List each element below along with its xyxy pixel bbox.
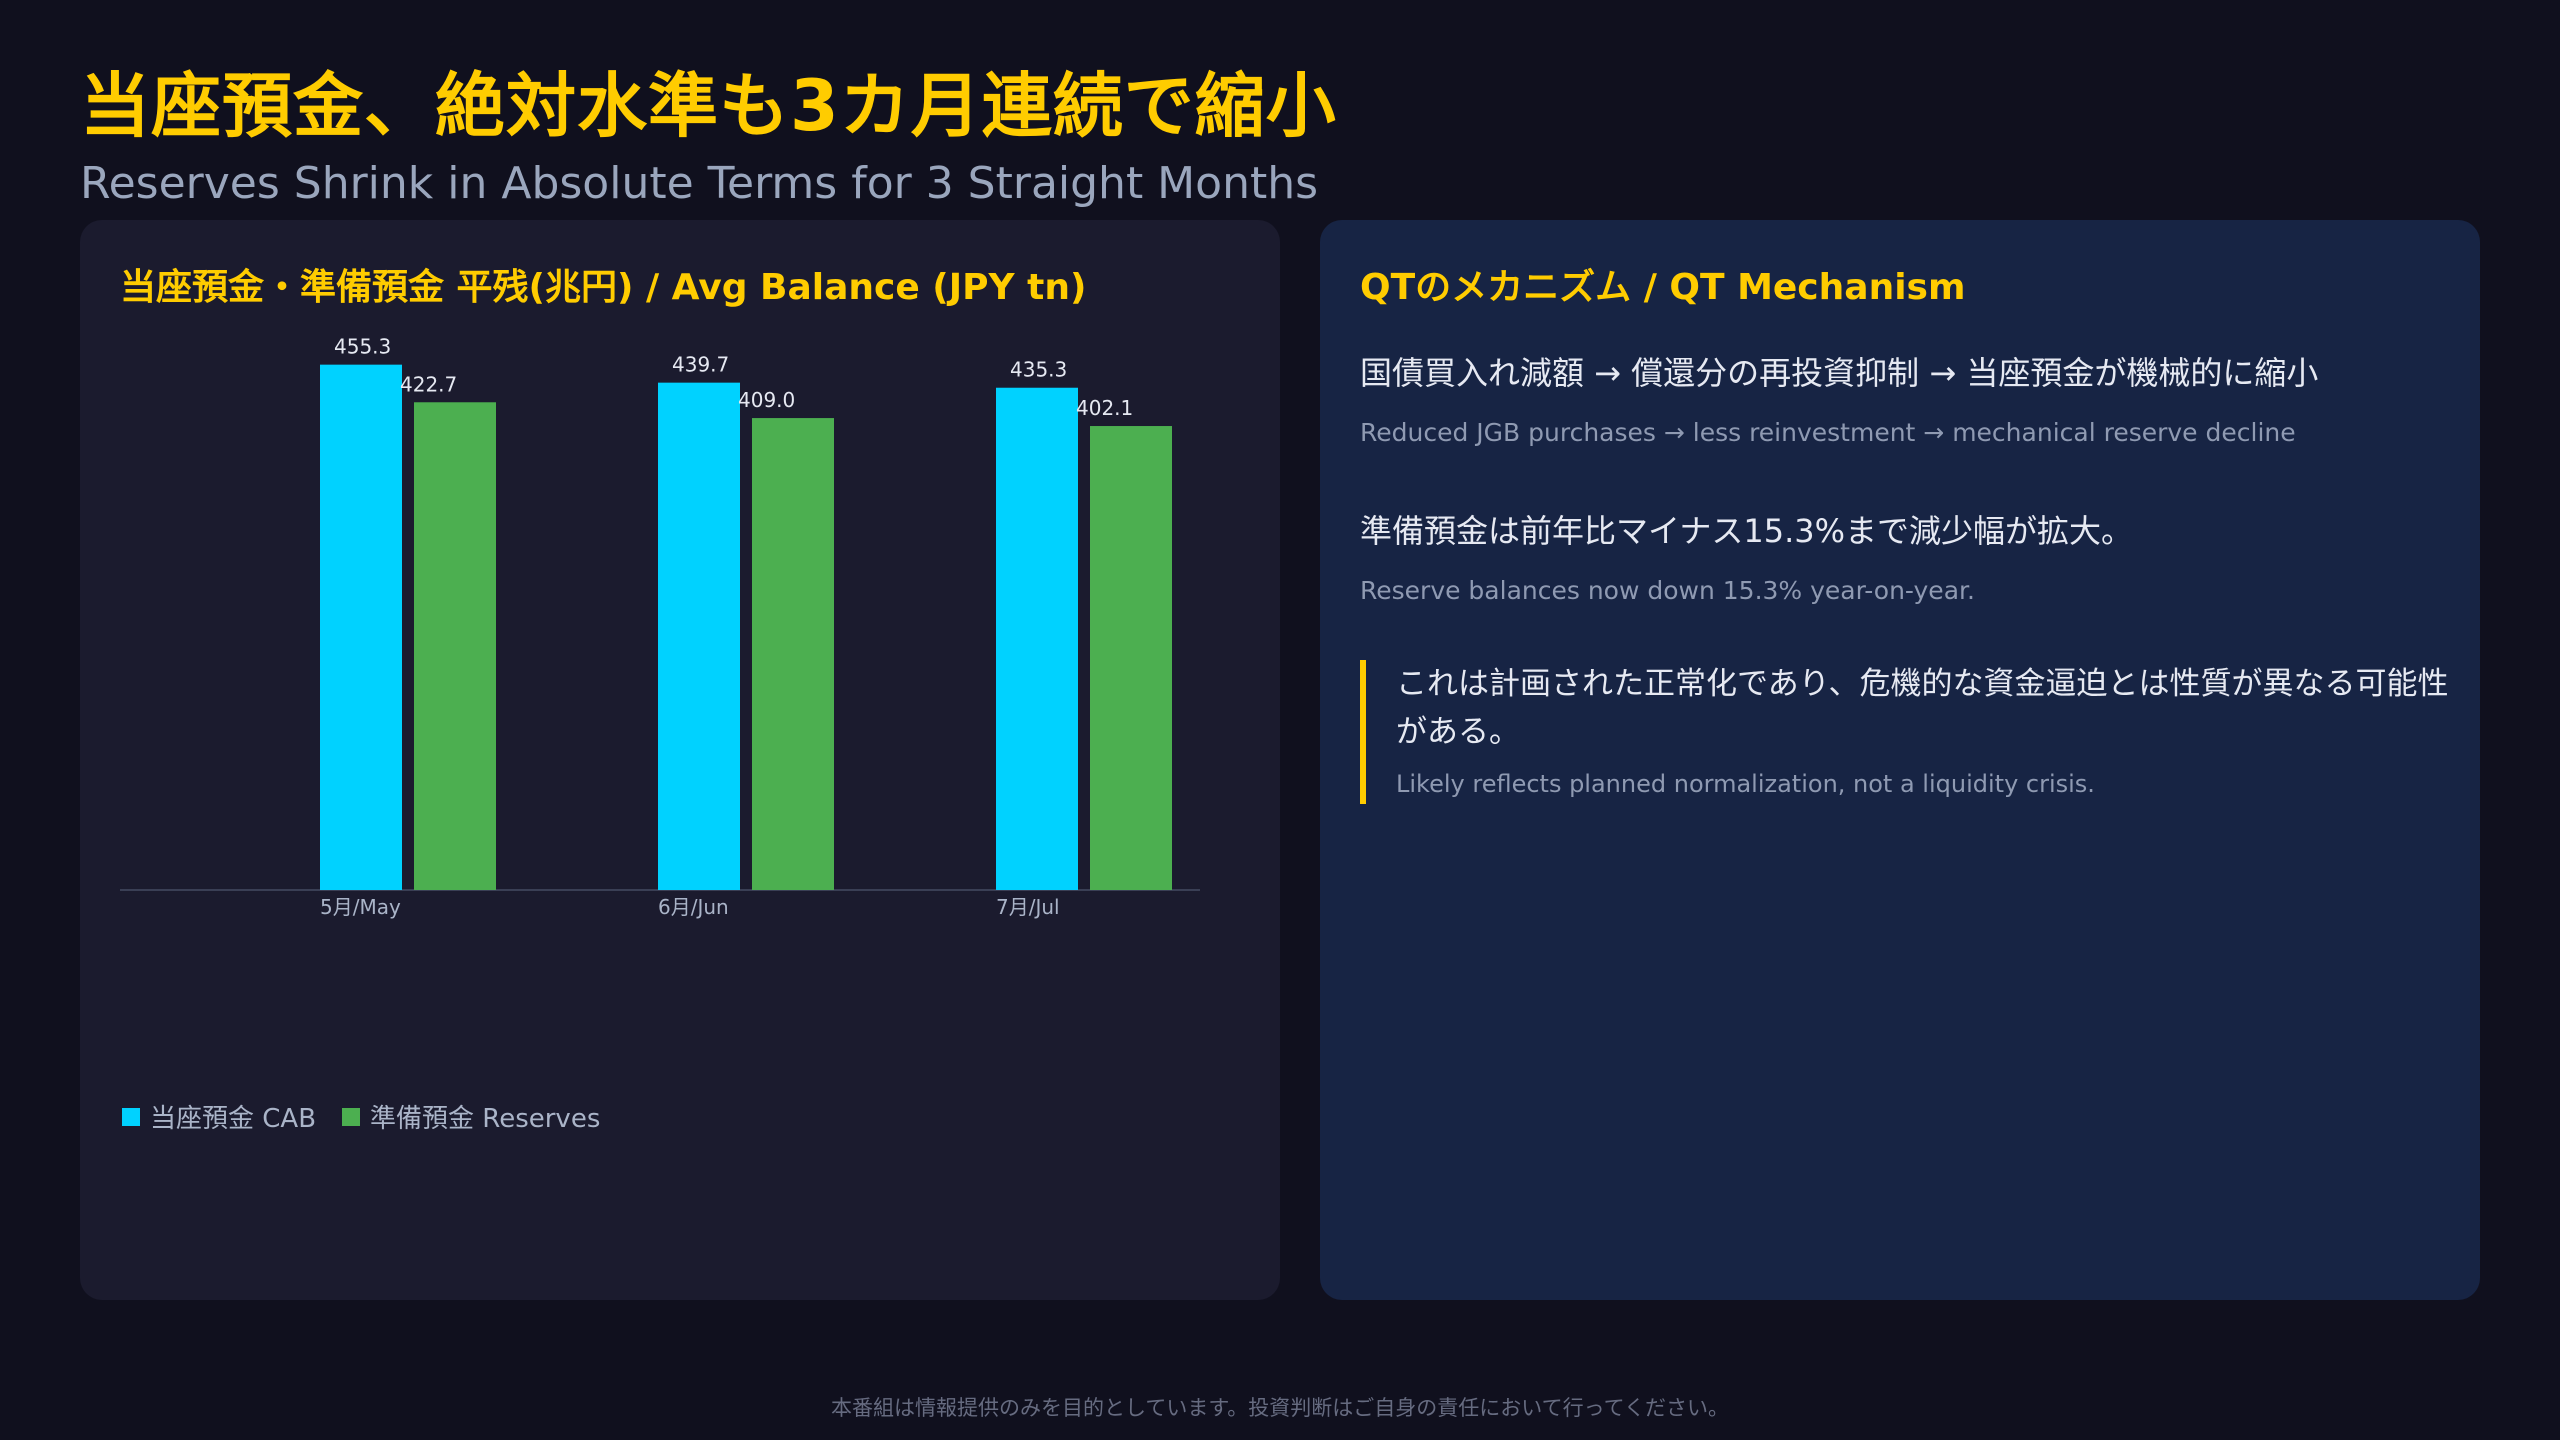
page-title: 当座預金、絶対水準も3カ月連続で縮小	[80, 65, 1337, 147]
bar-chart: 455.3 422.7 5月/May 439.7 409.0 6月/Jun 435.3 402…	[120, 335, 1200, 919]
callout-quote-en: Likely reflects planned normalization, n…	[1396, 770, 2095, 799]
data-label-cab-1: 439.7	[672, 353, 729, 377]
bar-reserves-2	[1090, 426, 1172, 890]
mechanism-title: QTのメカニズム / QT Mechanism	[1360, 267, 1966, 308]
bar-reserves-0	[414, 402, 496, 890]
x-tick-label-1: 6月/Jun	[658, 895, 729, 919]
legend-item-cab: 当座預金 CAB	[122, 1098, 316, 1135]
data-label-cab-0: 455.3	[334, 335, 391, 359]
data-label-reserves-2: 402.1	[1076, 396, 1133, 420]
callout-quote-jp: これは計画された正常化であり、危機的な資金逼迫とは性質が異なる可能性がある。	[1396, 666, 2449, 751]
mechanism-item-1: 国債買入れ減額 → 償還分の再投資抑制 → 当座預金が機械的に縮小 Reduce…	[1360, 350, 2440, 447]
mechanism-item-2-jp: 準備預金は前年比マイナス15.3%まで減少幅が拡大。	[1360, 512, 2134, 550]
data-label-cab-2: 435.3	[1010, 358, 1067, 382]
data-label-reserves-0: 422.7	[400, 372, 457, 396]
legend-label-cab: 当座預金 CAB	[150, 1104, 317, 1134]
chart-title: 当座預金・準備預金 平残(兆円) / Avg Balance (JPY tn)	[120, 267, 1087, 308]
page-subtitle: Reserves Shrink in Absolute Terms for 3 …	[80, 158, 1319, 209]
mechanism-item-1-en: Reduced JGB purchases → less reinvestmen…	[1360, 418, 2296, 448]
legend-label-reserves: 準備預金 Reserves	[370, 1104, 601, 1134]
legend-swatch-reserves	[342, 1107, 361, 1126]
mechanism-item-2: 準備預金は前年比マイナス15.3%まで減少幅が拡大。 Reserve balan…	[1360, 508, 2440, 605]
bar-cab-1	[658, 382, 740, 890]
bar-cab-0	[320, 364, 402, 891]
legend-item-reserves: 準備預金 Reserves	[342, 1098, 600, 1135]
mechanism-panel: QTのメカニズム / QT Mechanism 国債買入れ減額 → 償還分の再投…	[1320, 220, 2480, 1300]
data-label-reserves-1: 409.0	[738, 388, 795, 412]
legend-swatch-cab	[122, 1107, 140, 1126]
disclaimer: 本番組は情報提供のみを目的としています。投資判断はご自身の責任において行ってくだ…	[831, 1396, 1729, 1420]
bar-cab-2	[996, 387, 1078, 890]
chart-panel: 当座預金・準備預金 平残(兆円) / Avg Balance (JPY tn) …	[80, 220, 1280, 1300]
callout-quote: これは計画された正常化であり、危機的な資金逼迫とは性質が異なる可能性がある。 L…	[1360, 660, 2456, 805]
x-tick-label-2: 7月/Jul	[996, 895, 1060, 919]
mechanism-item-2-en: Reserve balances now down 15.3% year-on-…	[1360, 576, 1975, 606]
mechanism-item-1-jp: 国債買入れ減額 → 償還分の再投資抑制 → 当座預金が機械的に縮小	[1360, 354, 2319, 392]
bar-reserves-1	[752, 418, 834, 890]
chart-legend: 当座預金 CAB 準備預金 Reserves	[122, 1098, 600, 1135]
x-tick-label-0: 5月/May	[320, 895, 401, 919]
